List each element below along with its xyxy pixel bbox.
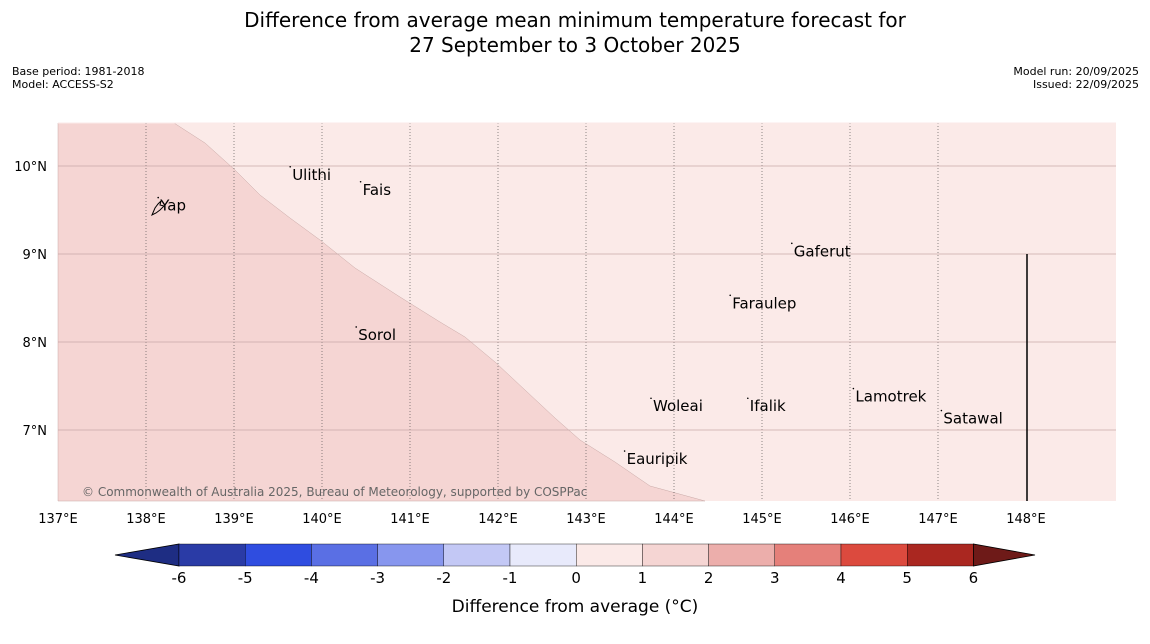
latitude-tick-label: 10°N (14, 160, 47, 175)
place-label: Fais (363, 181, 392, 199)
colorbar: -6 -5 -4 -3 -2 -1 0 1 2 3 4 5 6 (114, 543, 1036, 587)
colorbar-high-extension (973, 543, 1036, 567)
colorbar-segment (840, 543, 908, 567)
longitude-tick-label: 148°E (1006, 512, 1046, 527)
island-marker (729, 294, 731, 297)
colorbar-segment (774, 543, 842, 567)
place-label: Lamotrek (855, 388, 926, 406)
colorbar-segment (443, 543, 511, 567)
base-period: Base period: 1981-2018 (12, 65, 145, 78)
colorbar-tick-label: -6 (172, 569, 187, 587)
colorbar-segment (907, 543, 974, 567)
colorbar-tick-label: 4 (836, 569, 846, 587)
colorbar-tick-label: -3 (370, 569, 385, 587)
graticule (58, 123, 1116, 501)
island-marker (623, 450, 626, 452)
colorbar-segment (311, 543, 378, 567)
place-label: Faraulep (732, 294, 796, 312)
colorbar-segment (642, 543, 709, 567)
place-label: Sorol (358, 326, 396, 344)
place-label: Yap (159, 197, 186, 215)
latitude-labels: 10°N 9°N 8°N 7°N (14, 160, 47, 439)
colorbar-segment (377, 543, 445, 567)
place-label: Ulithi (292, 166, 331, 184)
colorbar-segment (178, 543, 246, 567)
longitude-tick-label: 144°E (654, 512, 694, 527)
colorbar-tick-label: 6 (969, 569, 979, 587)
longitude-tick-label: 143°E (566, 512, 606, 527)
longitude-tick-label: 141°E (390, 512, 430, 527)
colorbar-tick-label: 3 (770, 569, 780, 587)
island-marker (650, 397, 652, 400)
latitude-tick-label: 8°N (23, 336, 48, 351)
chart-title-line1: Difference from average mean minimum tem… (244, 8, 906, 32)
chart-title-line2: 27 September to 3 October 2025 (409, 33, 741, 57)
yap-island-outline (151, 199, 165, 217)
colorbar-tick-label: 1 (638, 569, 648, 587)
longitude-labels: 137°E 138°E 139°E 140°E 141°E 142°E 143°E 144°E… (38, 512, 1046, 527)
colorbar-title: Difference from average (°C) (452, 597, 699, 617)
colorbar-segment (576, 543, 643, 567)
meta-left: Base period: 1981-2018 Model: ACCESS-S2 (12, 65, 144, 91)
place-label: Satawal (943, 410, 1002, 428)
latitude-tick-label: 7°N (23, 424, 48, 439)
model-name: Model: ACCESS-S2 (12, 78, 114, 91)
longitude-tick-label: 140°E (302, 512, 342, 527)
colorbar-tick-label: 5 (902, 569, 912, 587)
place-labels: Yap Ulithi Fais Gaferut Faraulep Sorol Lamotre… (157, 166, 1003, 468)
island-marker (747, 397, 749, 400)
colorbar-segment (244, 543, 312, 567)
place-label: Eauripik (627, 450, 688, 468)
colorbar-segment (708, 543, 775, 567)
colorbar-tick-label: -2 (436, 569, 451, 587)
island-marker (289, 166, 292, 168)
warm-anomaly-region (57, 122, 706, 502)
island-marker (359, 180, 362, 183)
issued-date: Issued: 22/09/2025 (1032, 78, 1139, 91)
longitude-tick-label: 138°E (126, 512, 166, 527)
colorbar-tick-label: 2 (704, 569, 714, 587)
longitude-tick-label: 147°E (918, 512, 958, 527)
colorbar-tick-label: -4 (304, 569, 319, 587)
copyright-notice: © Commonwealth of Australia 2025, Bureau… (82, 485, 587, 499)
place-label: Woleai (653, 397, 703, 415)
colorbar-tick-label: 0 (571, 569, 581, 587)
island-marker (157, 196, 159, 199)
colorbar-segment (509, 543, 577, 567)
island-marker (852, 387, 855, 390)
place-label: Gaferut (794, 242, 851, 260)
longitude-tick-label: 145°E (742, 512, 782, 527)
longitude-tick-label: 142°E (478, 512, 518, 527)
meta-right: Model run: 20/09/2025 Issued: 22/09/2025 (1013, 65, 1139, 91)
colorbar-tick-label: -5 (238, 569, 253, 587)
longitude-tick-label: 139°E (214, 512, 254, 527)
longitude-tick-label: 146°E (830, 512, 870, 527)
longitude-tick-label: 137°E (38, 512, 78, 527)
colorbar-tick-label: -1 (503, 569, 518, 587)
model-run: Model run: 20/09/2025 (1013, 65, 1139, 78)
latitude-tick-label: 9°N (23, 248, 48, 263)
island-marker (791, 242, 793, 245)
place-label: Ifalik (750, 397, 786, 415)
chart-title: Difference from average mean minimum tem… (0, 8, 1150, 58)
island-marker (355, 326, 358, 328)
colorbar-low-extension (114, 543, 180, 567)
island-marker (940, 409, 943, 412)
